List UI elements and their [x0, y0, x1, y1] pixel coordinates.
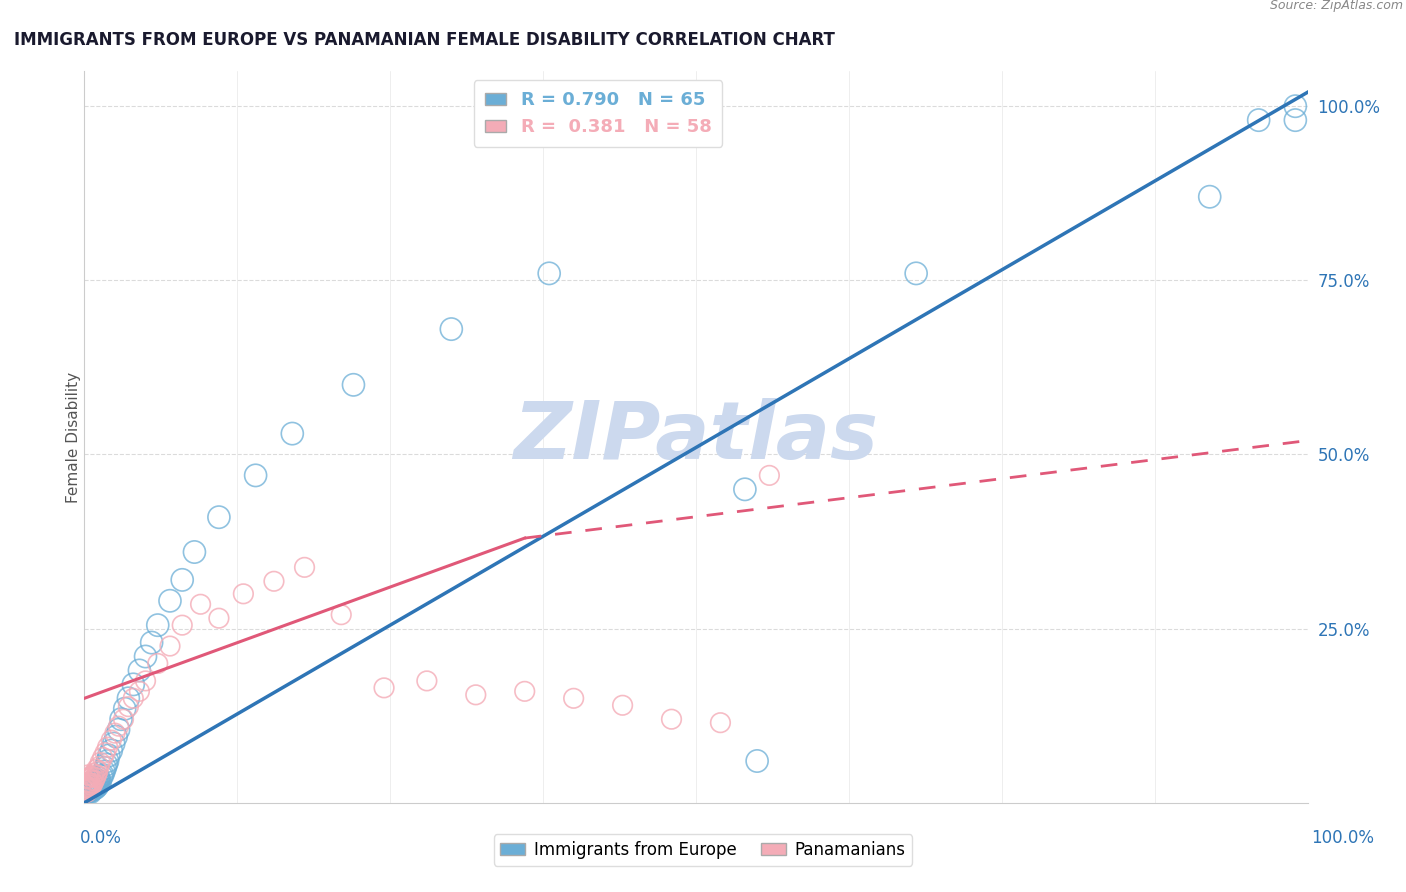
Legend: Immigrants from Europe, Panamanians: Immigrants from Europe, Panamanians: [494, 835, 912, 866]
Text: Source: ZipAtlas.com: Source: ZipAtlas.com: [1270, 0, 1403, 12]
Text: 0.0%: 0.0%: [80, 829, 122, 847]
Text: 100.0%: 100.0%: [1312, 829, 1374, 847]
Legend: R = 0.790   N = 65, R =  0.381   N = 58: R = 0.790 N = 65, R = 0.381 N = 58: [474, 80, 723, 147]
Text: ZIPatlas: ZIPatlas: [513, 398, 879, 476]
Y-axis label: Female Disability: Female Disability: [66, 371, 80, 503]
Text: IMMIGRANTS FROM EUROPE VS PANAMANIAN FEMALE DISABILITY CORRELATION CHART: IMMIGRANTS FROM EUROPE VS PANAMANIAN FEM…: [14, 31, 835, 49]
